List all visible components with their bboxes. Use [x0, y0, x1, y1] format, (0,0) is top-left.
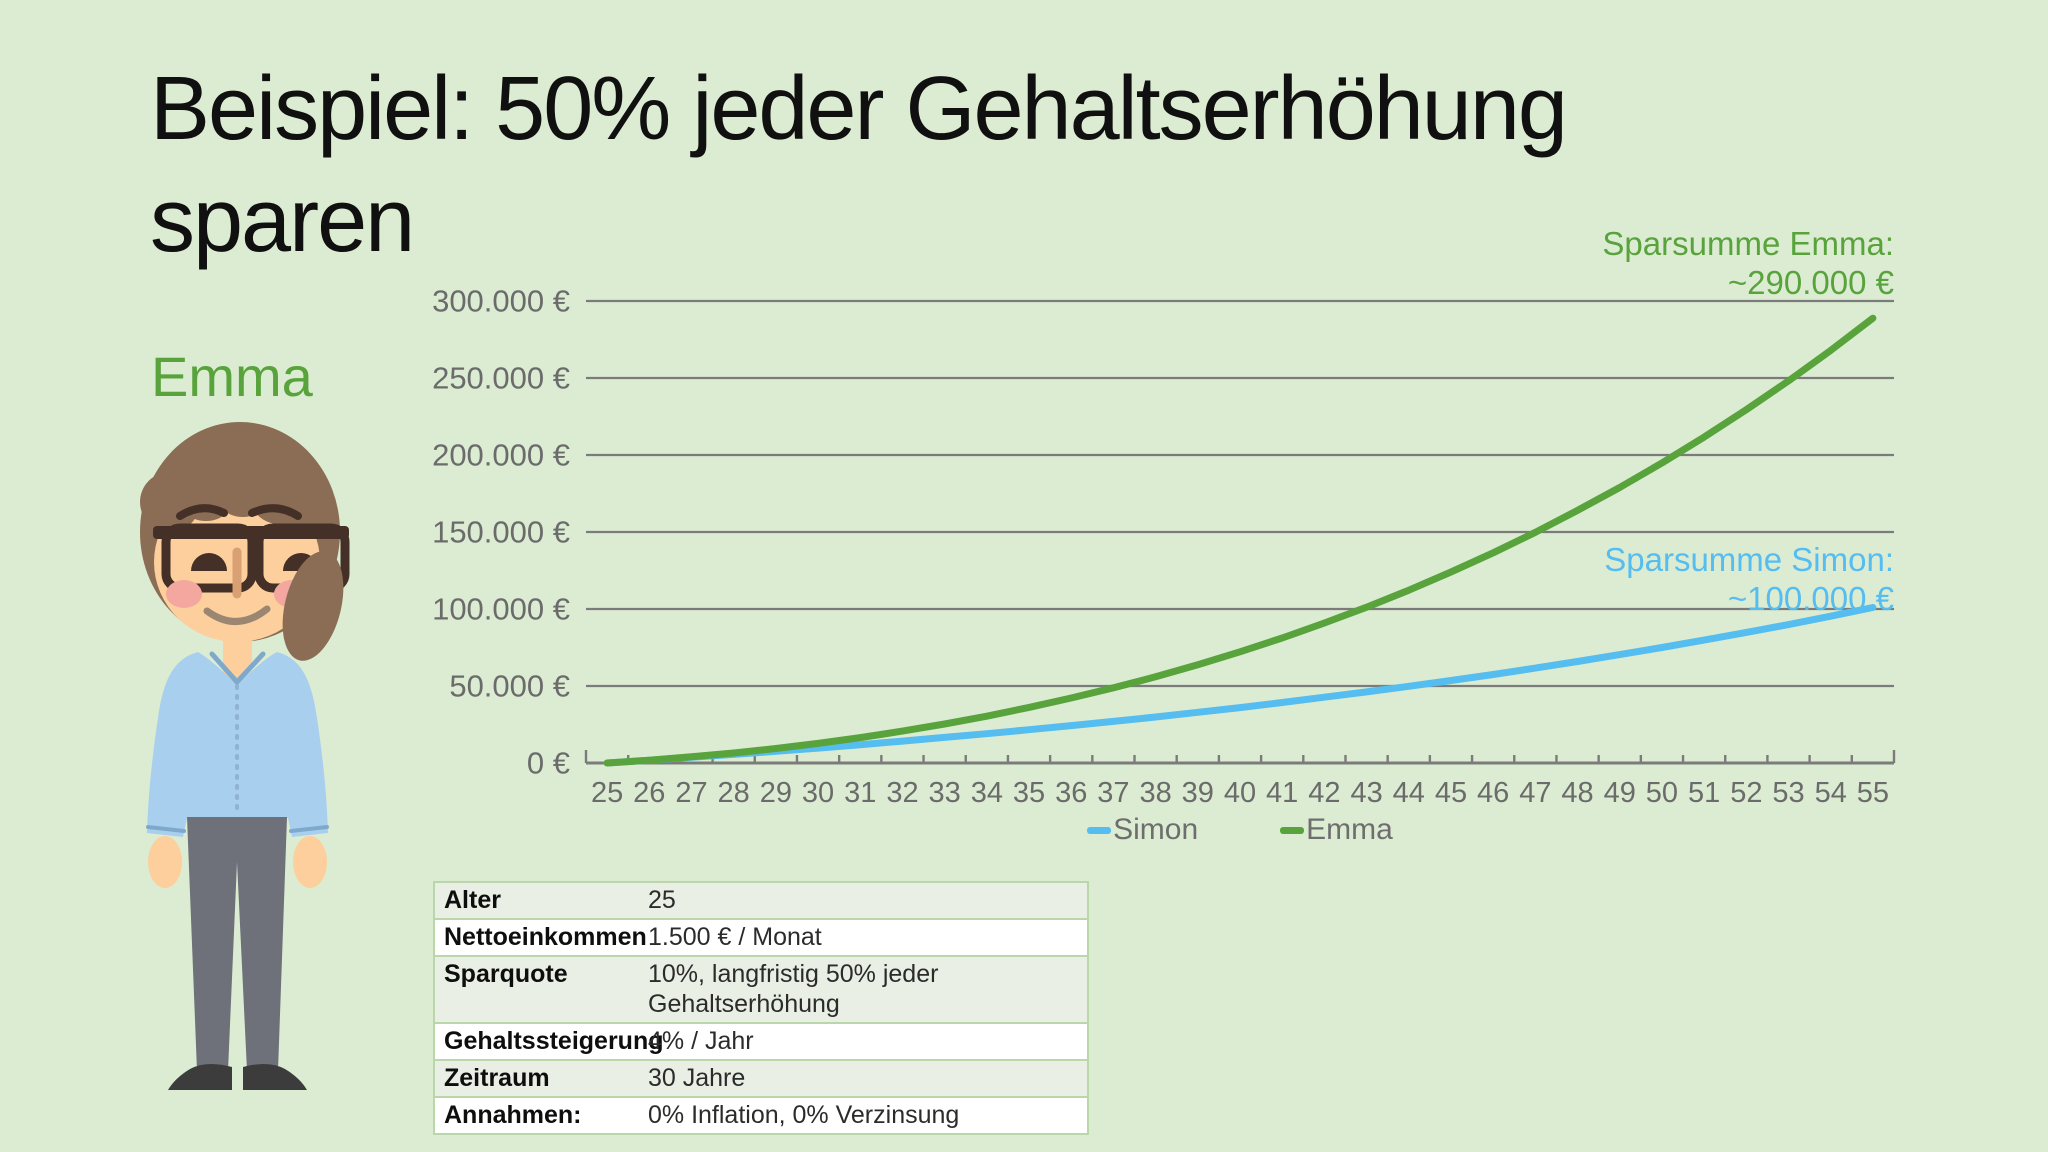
x-axis-label: 52 — [1730, 777, 1762, 809]
legend-label: Simon — [1113, 813, 1199, 846]
slide-title: Beispiel: 50% jeder Gehaltserhöhung spar… — [150, 59, 1568, 271]
table-row-value: 30 Jahre — [648, 1064, 746, 1092]
x-axis-label: 50 — [1646, 777, 1678, 809]
x-axis-label: 40 — [1224, 777, 1256, 809]
table-row-label: Alter — [444, 886, 501, 914]
table-row-value: 25 — [648, 886, 676, 914]
avatar-pants — [187, 817, 287, 1071]
x-axis-label: 42 — [1308, 777, 1340, 809]
annotation-simon-line1: Sparsumme Simon: — [1604, 541, 1894, 578]
x-axis-label: 28 — [718, 777, 750, 809]
x-axis-label: 29 — [760, 777, 792, 809]
series-line-simon — [603, 604, 1877, 767]
annotation-emma-total: Sparsumme Emma: ~290.000 € — [1602, 224, 1894, 302]
emma-illustration — [140, 422, 350, 1090]
annotation-emma-line1: Sparsumme Emma: — [1602, 225, 1894, 262]
x-axis-label: 31 — [844, 777, 876, 809]
table-row: Alter 25 — [435, 883, 1087, 918]
table-row-label: Zeitraum — [444, 1064, 550, 1092]
y-axis-label: 150.000 € — [432, 515, 570, 550]
x-axis-label: 41 — [1266, 777, 1298, 809]
table-row: Annahmen: 0% Inflation, 0% Verzinsung — [435, 1096, 1087, 1133]
x-axis-label: 46 — [1477, 777, 1509, 809]
x-axis-label: 36 — [1055, 777, 1087, 809]
x-axis-label: 39 — [1182, 777, 1214, 809]
x-axis-label: 32 — [886, 777, 918, 809]
legend-item-emma: Emma — [1280, 813, 1393, 847]
x-axis-label: 25 — [591, 777, 623, 809]
x-axis-label: 30 — [802, 777, 834, 809]
legend-swatch-emma — [1280, 826, 1305, 834]
legend-label: Emma — [1306, 813, 1393, 846]
table-row-value: 0% Inflation, 0% Verzinsung — [648, 1101, 960, 1129]
table-row-label: Gehaltssteigerung — [444, 1027, 664, 1055]
table-row: Zeitraum 30 Jahre — [435, 1059, 1087, 1096]
y-axis-label: 200.000 € — [432, 438, 570, 473]
avatar-shirt-details — [146, 651, 329, 833]
x-axis-label: 38 — [1139, 777, 1171, 809]
table-row-value: 4% / Jahr — [648, 1027, 754, 1055]
table-row-label: Sparquote — [444, 960, 568, 988]
y-axis-label: 300.000 € — [432, 284, 570, 319]
x-axis-label: 27 — [675, 777, 707, 809]
y-axis-label: 100.000 € — [432, 592, 570, 627]
x-axis-label: 34 — [971, 777, 1003, 809]
x-axis-label: 44 — [1393, 777, 1425, 809]
person-name-label: Emma — [151, 345, 313, 408]
series-line-emma — [603, 314, 1877, 767]
x-axis-label: 45 — [1435, 777, 1467, 809]
x-axis-label: 26 — [633, 777, 665, 809]
table-row: Nettoeinkommen 1.500 € / Monat — [435, 918, 1087, 955]
table-row-value: 1.500 € / Monat — [648, 923, 822, 951]
y-axis-label: 250.000 € — [432, 361, 570, 396]
x-axis-label: 33 — [929, 777, 961, 809]
avatar-smile — [203, 605, 271, 625]
y-axis-label: 50.000 € — [449, 669, 570, 704]
table-row: Gehaltssteigerung 4% / Jahr — [435, 1022, 1087, 1059]
annotation-simon-line2: ~100.000 € — [1727, 580, 1894, 617]
y-axis-label: 0 € — [527, 746, 570, 781]
x-axis-label: 47 — [1519, 777, 1551, 809]
x-axis-label: 48 — [1561, 777, 1593, 809]
x-axis-label: 51 — [1688, 777, 1720, 809]
x-axis-label: 55 — [1857, 777, 1889, 809]
chart-legend: Simon Emma — [586, 813, 1894, 847]
annotation-emma-line2: ~290.000 € — [1727, 264, 1894, 301]
legend-item-simon: Simon — [1087, 813, 1198, 847]
table-row-value: 10%, langfristig 50% jeder Gehaltserhöhu… — [648, 960, 939, 1018]
x-axis-label: 35 — [1013, 777, 1045, 809]
avatar-hands — [148, 836, 327, 888]
table-row: Sparquote 10%, langfristig 50% jeder Geha… — [435, 955, 1087, 1022]
table-row-label: Nettoeinkommen — [444, 923, 647, 951]
annotation-simon-total: Sparsumme Simon: ~100.000 € — [1604, 540, 1894, 618]
legend-swatch-simon — [1087, 826, 1112, 834]
x-axis-label: 43 — [1350, 777, 1382, 809]
assumptions-table: Alter 25 Nettoeinkommen 1.500 € / Monat Spar… — [433, 881, 1089, 1135]
avatar-shoes — [168, 1063, 307, 1090]
x-axis-label: 54 — [1815, 777, 1847, 809]
avatar-eyebrows — [176, 504, 302, 520]
x-axis-label: 37 — [1097, 777, 1129, 809]
x-axis-label: 53 — [1772, 777, 1804, 809]
avatar-ponytail — [282, 551, 344, 661]
table-row-label: Annahmen: — [444, 1101, 582, 1129]
x-axis-label: 49 — [1604, 777, 1636, 809]
